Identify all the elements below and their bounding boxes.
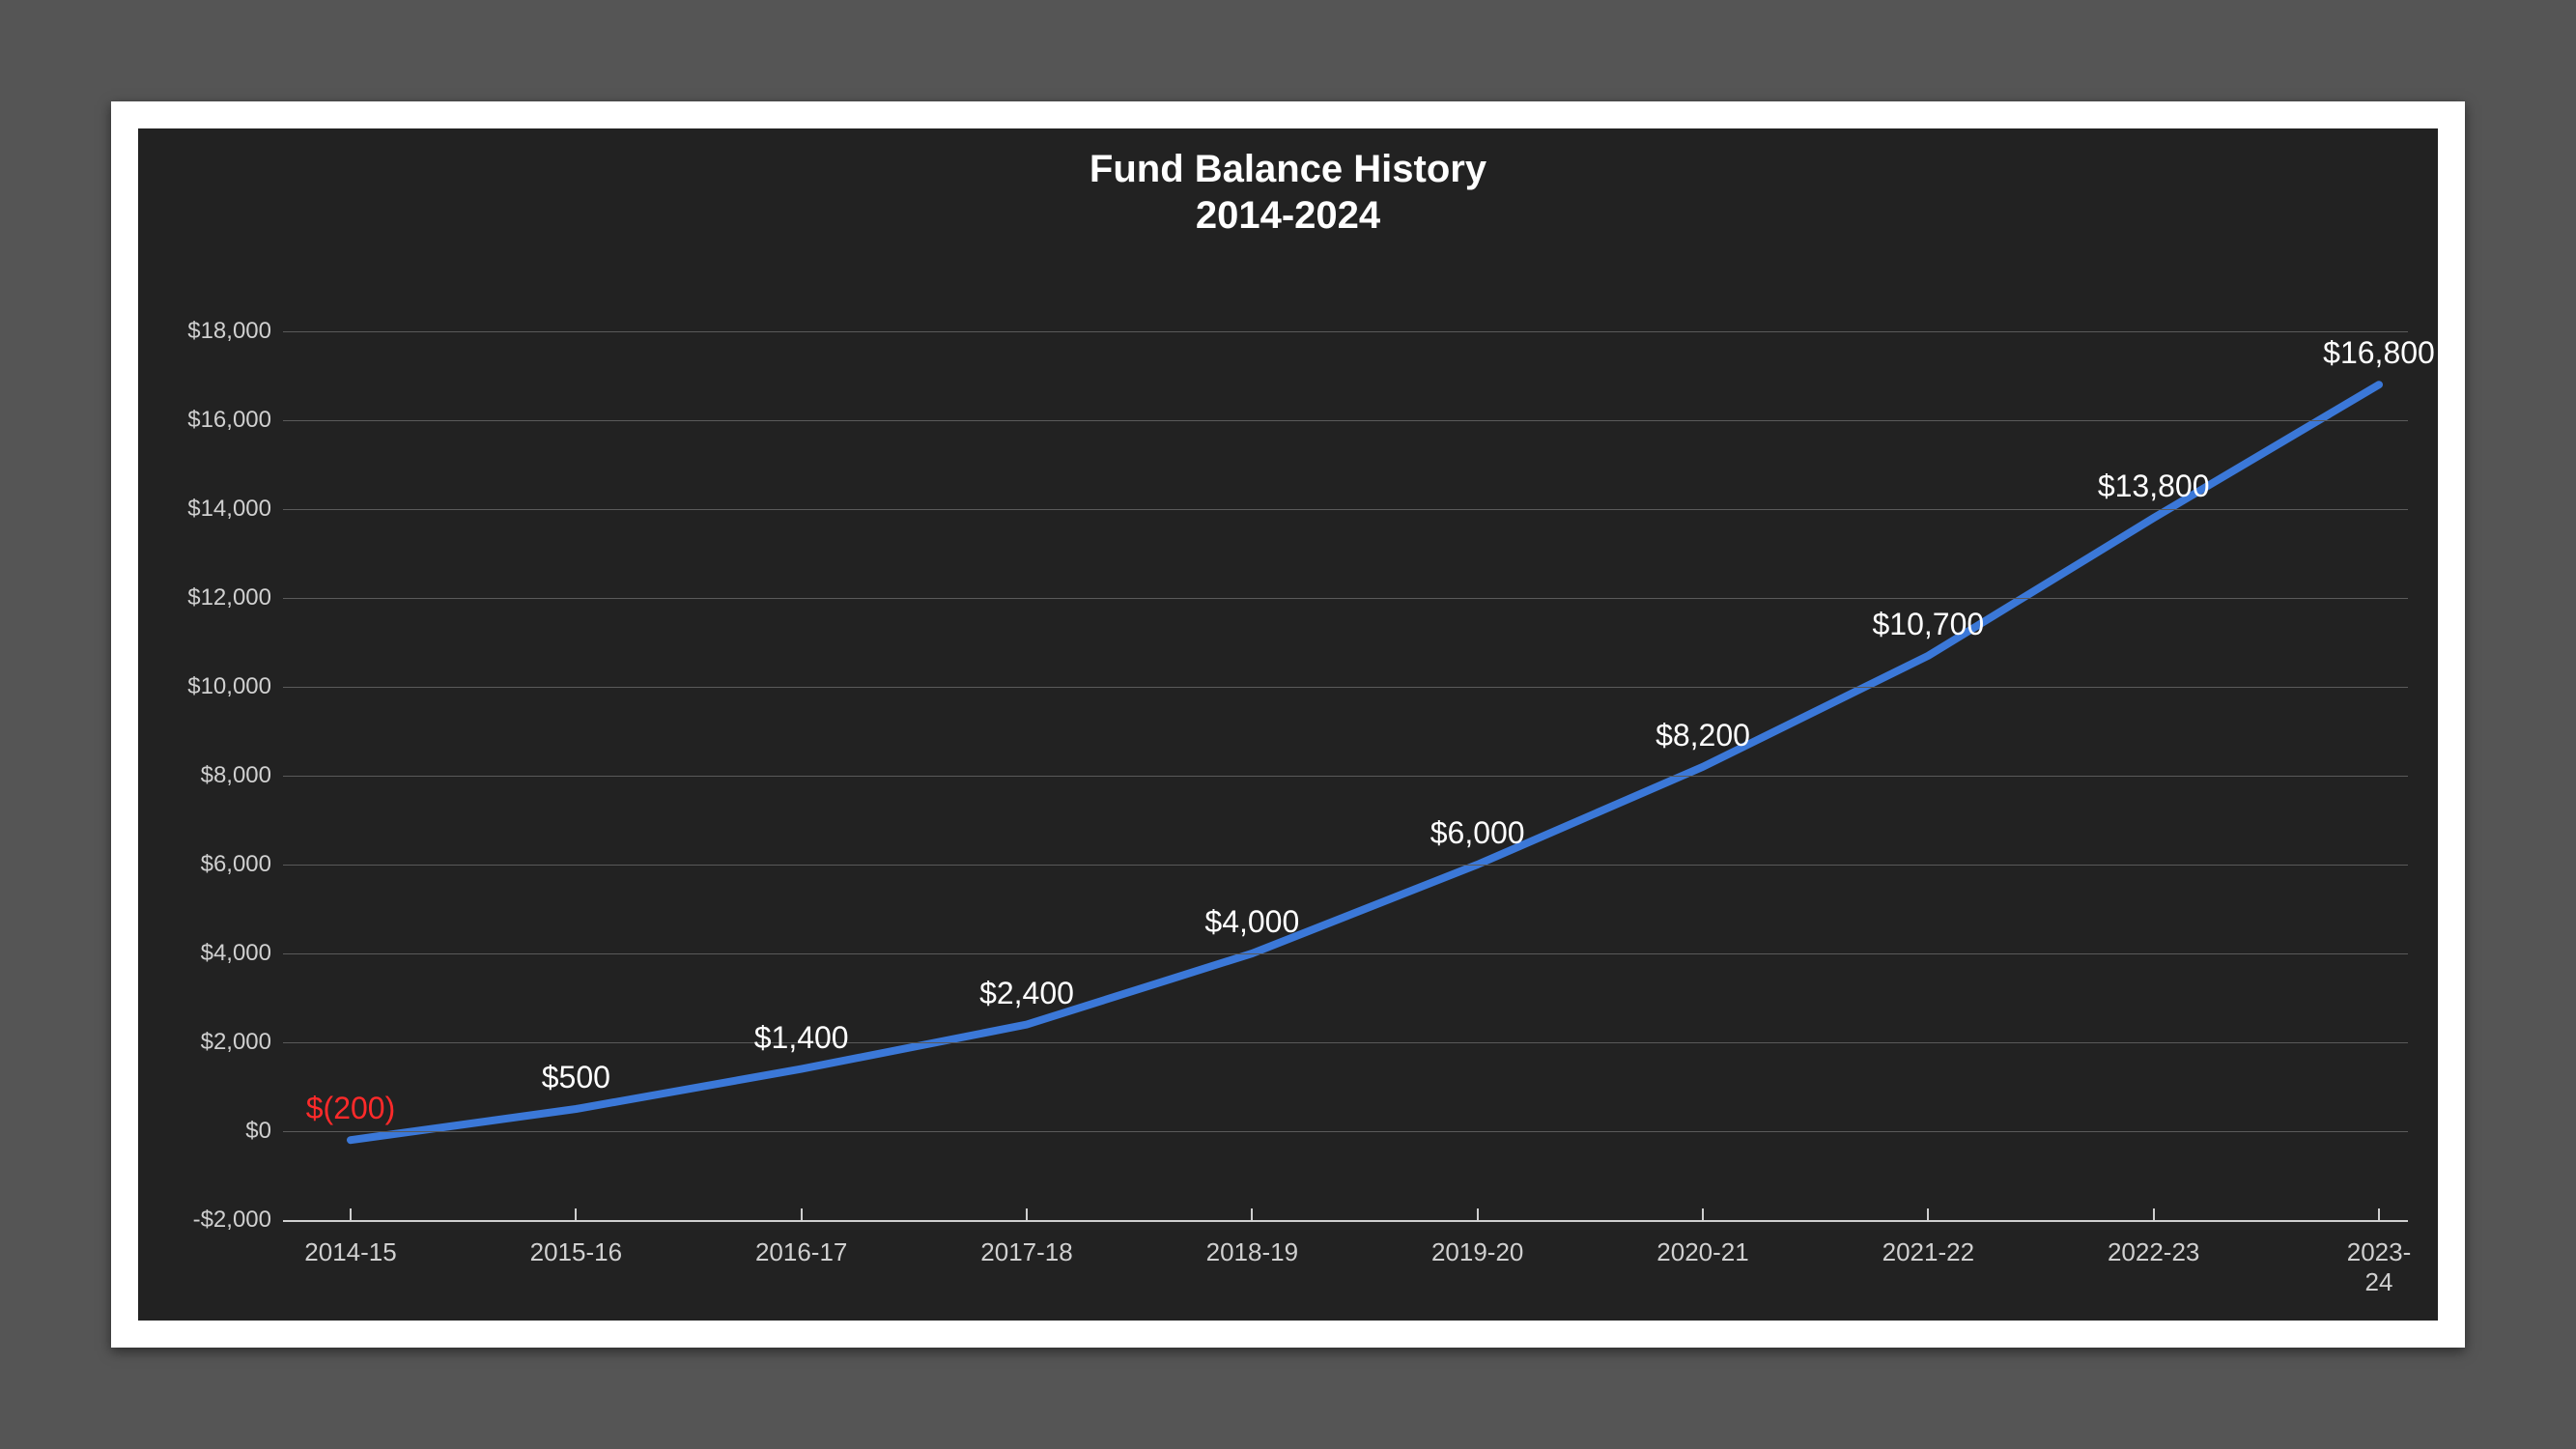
x-tick-label: 2016-17 xyxy=(755,1237,847,1267)
y-tick-label: $4,000 xyxy=(136,940,271,967)
data-label: $16,800 xyxy=(2323,335,2435,371)
gridline xyxy=(283,331,2408,332)
data-label: $6,000 xyxy=(1430,815,1525,851)
plot-area: -$2,000$0$2,000$4,000$6,000$8,000$10,000… xyxy=(283,331,2408,1220)
x-tick xyxy=(1702,1208,1704,1220)
x-axis-line xyxy=(283,1220,2408,1222)
x-tick xyxy=(575,1208,577,1220)
y-tick-label: -$2,000 xyxy=(136,1207,271,1234)
gridline xyxy=(283,1042,2408,1043)
data-label: $500 xyxy=(542,1060,610,1095)
x-tick-label: 2018-19 xyxy=(1206,1237,1298,1267)
data-label: $2,400 xyxy=(979,976,1074,1011)
data-label: $13,800 xyxy=(2098,469,2210,504)
y-tick-label: $14,000 xyxy=(136,496,271,523)
gridline xyxy=(283,1131,2408,1132)
x-tick-label: 2023-24 xyxy=(2347,1237,2412,1297)
x-tick-label: 2022-23 xyxy=(2108,1237,2199,1267)
gridline xyxy=(283,687,2408,688)
gridline xyxy=(283,598,2408,599)
y-tick-label: $8,000 xyxy=(136,762,271,789)
y-tick-label: $2,000 xyxy=(136,1029,271,1056)
x-tick xyxy=(1026,1208,1028,1220)
data-label: $1,400 xyxy=(754,1020,849,1056)
data-label: $(200) xyxy=(306,1091,396,1126)
data-label: $4,000 xyxy=(1204,904,1299,940)
x-tick xyxy=(2378,1208,2380,1220)
x-tick xyxy=(350,1208,352,1220)
x-tick-label: 2015-16 xyxy=(530,1237,622,1267)
x-tick xyxy=(1477,1208,1479,1220)
chart-title: Fund Balance History 2014-2024 xyxy=(138,146,2438,239)
x-tick-label: 2021-22 xyxy=(1882,1237,1974,1267)
x-tick-label: 2014-15 xyxy=(304,1237,396,1267)
x-tick-label: 2017-18 xyxy=(980,1237,1072,1267)
gridline xyxy=(283,509,2408,510)
y-tick-label: $6,000 xyxy=(136,851,271,878)
x-tick xyxy=(2153,1208,2155,1220)
line-series xyxy=(351,384,2379,1140)
data-label: $10,700 xyxy=(1872,607,1984,642)
y-tick-label: $16,000 xyxy=(136,407,271,434)
chart-title-line2: 2014-2024 xyxy=(1196,194,1380,237)
y-tick-label: $12,000 xyxy=(136,584,271,611)
y-tick-label: $10,000 xyxy=(136,673,271,700)
gridline xyxy=(283,776,2408,777)
x-tick xyxy=(1927,1208,1929,1220)
gridline xyxy=(283,420,2408,421)
gridline xyxy=(283,953,2408,954)
chart-background: Fund Balance History 2014-2024 -$2,000 $0… xyxy=(138,128,2438,1321)
y-tick-label: $18,000 xyxy=(136,318,271,345)
x-tick-label: 2019-20 xyxy=(1431,1237,1523,1267)
y-tick-label: $0 xyxy=(136,1118,271,1145)
gridline xyxy=(283,865,2408,866)
chart-title-line1: Fund Balance History xyxy=(1090,148,1486,190)
x-tick xyxy=(1251,1208,1253,1220)
data-label: $8,200 xyxy=(1656,718,1750,753)
x-tick xyxy=(801,1208,803,1220)
x-tick-label: 2020-21 xyxy=(1656,1237,1748,1267)
